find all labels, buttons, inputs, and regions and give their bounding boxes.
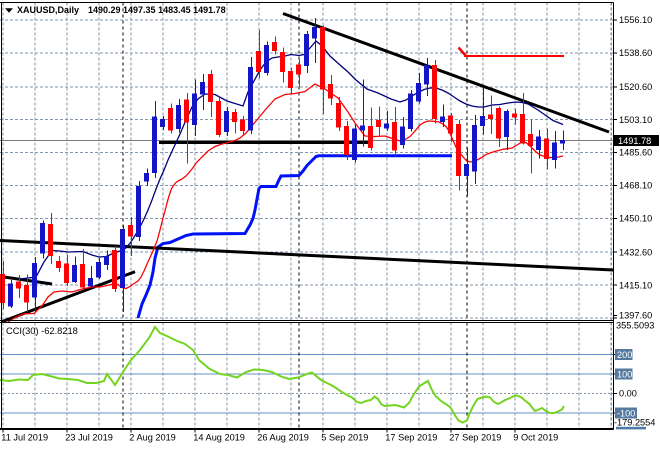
svg-text:14 Aug 2019: 14 Aug 2019 xyxy=(193,433,245,443)
svg-text:200: 200 xyxy=(617,350,632,360)
svg-text:11 Jul 2019: 11 Jul 2019 xyxy=(1,433,48,443)
svg-text:1485.60: 1485.60 xyxy=(619,148,652,158)
svg-text:-100: -100 xyxy=(617,408,635,418)
svg-text:0.00: 0.00 xyxy=(619,389,637,399)
svg-text:27 Sep 2019: 27 Sep 2019 xyxy=(449,433,501,443)
svg-text:1520.60: 1520.60 xyxy=(619,82,652,92)
svg-text:9 Oct 2019: 9 Oct 2019 xyxy=(513,433,558,443)
svg-text:CCI(30) -62.8218: CCI(30) -62.8218 xyxy=(6,326,78,336)
svg-text:23 Jul 2019: 23 Jul 2019 xyxy=(65,433,113,443)
svg-text:-179.2554: -179.2554 xyxy=(614,418,655,428)
svg-text:355.5093: 355.5093 xyxy=(616,321,654,331)
svg-text:5 Sep 2019: 5 Sep 2019 xyxy=(321,433,368,443)
svg-text:26 Aug 2019: 26 Aug 2019 xyxy=(257,433,309,443)
svg-text:1491.78: 1491.78 xyxy=(618,136,651,146)
svg-text:2 Aug 2019: 2 Aug 2019 xyxy=(129,433,176,443)
svg-text:17 Sep 2019: 17 Sep 2019 xyxy=(385,433,437,443)
svg-text:XAUUSD,Daily: XAUUSD,Daily xyxy=(17,5,79,15)
svg-text:1490.29 1497.35 1483.45 1491.7: 1490.29 1497.35 1483.45 1491.78 xyxy=(88,5,226,15)
svg-text:100: 100 xyxy=(617,369,632,379)
svg-text:1468.10: 1468.10 xyxy=(619,181,652,191)
svg-text:1432.60: 1432.60 xyxy=(619,247,652,257)
svg-text:1415.10: 1415.10 xyxy=(619,280,652,290)
svg-text:1397.60: 1397.60 xyxy=(619,311,652,321)
svg-text:1503.10: 1503.10 xyxy=(619,115,652,125)
svg-text:1538.60: 1538.60 xyxy=(619,48,652,58)
svg-text:1450.10: 1450.10 xyxy=(619,214,652,224)
svg-text:1556.10: 1556.10 xyxy=(619,15,652,25)
